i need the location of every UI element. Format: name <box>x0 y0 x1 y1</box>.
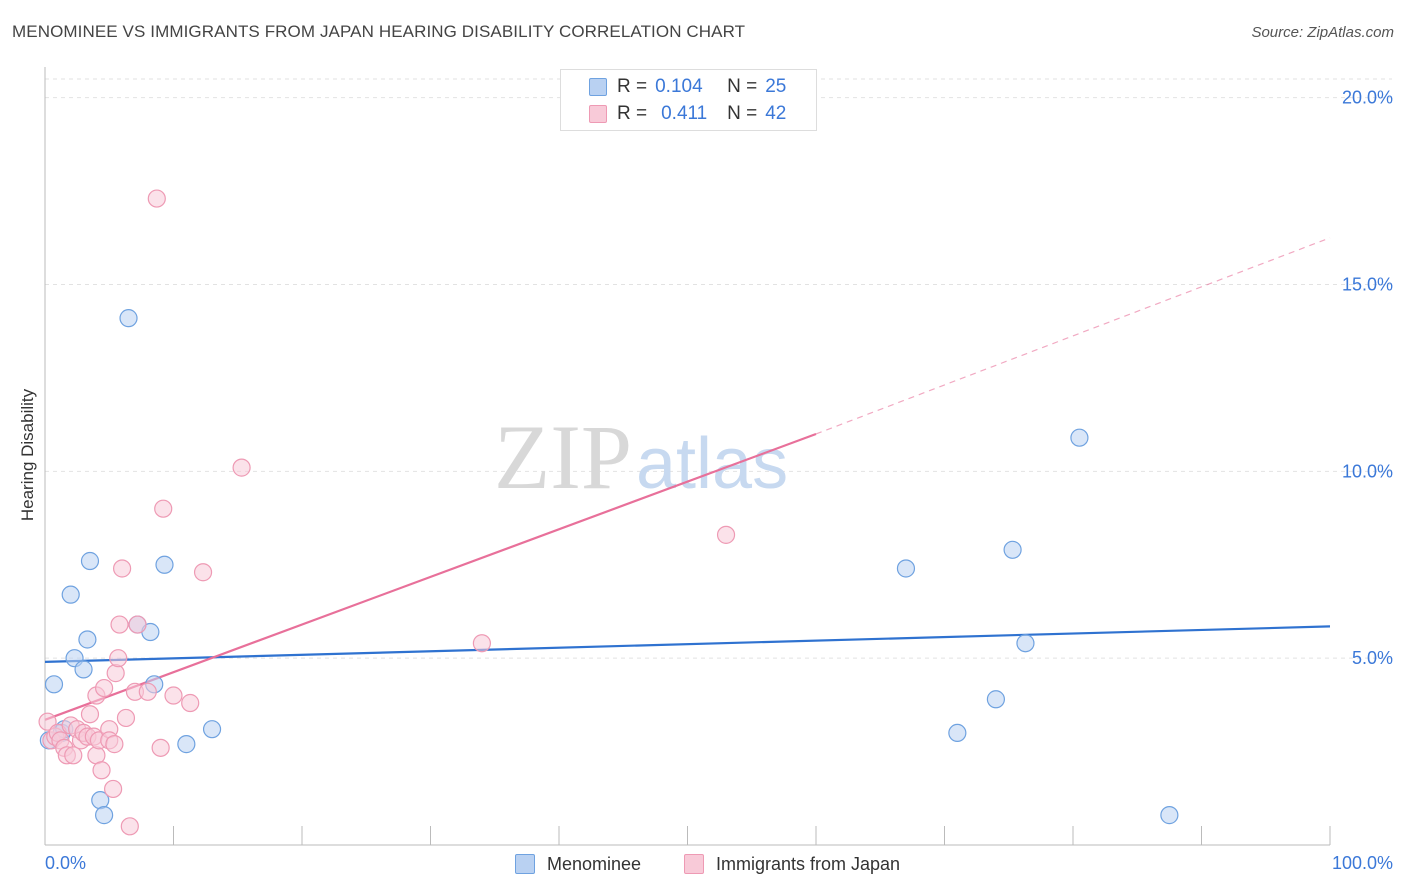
menominee-point <box>95 806 114 825</box>
japan-trend-extension <box>815 237 1331 435</box>
n-value: 25 <box>765 76 787 97</box>
trend-lines <box>44 237 1331 721</box>
menominee-point <box>948 723 967 743</box>
source-label: Source: ZipAtlas.com <box>1251 24 1394 41</box>
menominee-point <box>119 309 138 328</box>
stats-legend: R = 0.104 N = 25 R = 0.411 N = 42 <box>560 69 817 131</box>
menominee-point <box>61 585 80 604</box>
japan-point <box>110 615 129 634</box>
japan-point <box>95 678 114 698</box>
japan-point <box>193 563 213 582</box>
japan-point <box>472 634 491 653</box>
japan-point <box>106 664 125 683</box>
menominee-swatch <box>589 78 607 96</box>
grid <box>45 78 1392 659</box>
japan-point <box>716 525 736 544</box>
menominee-legend-swatch <box>515 854 535 874</box>
menominee-point <box>1070 428 1089 447</box>
n-label: N = <box>727 103 758 124</box>
japan-trend-line <box>44 432 817 721</box>
r-label: R = <box>617 103 648 124</box>
japan-point <box>154 499 173 518</box>
menominee-point <box>44 675 64 694</box>
menominee-point <box>202 720 222 739</box>
japan-point <box>64 746 83 765</box>
japan-point <box>120 817 139 836</box>
tick-labels: 5.0% 10.0% 15.0% 20.0% 0.0% 100.0% <box>45 88 1393 873</box>
menominee-point <box>1003 540 1022 559</box>
chart-title: MENOMINEE VS IMMIGRANTS FROM JAPAN HEARI… <box>12 22 746 41</box>
x-tick-label-min: 0.0% <box>45 853 86 873</box>
menominee-point <box>74 660 93 679</box>
japan-point <box>80 705 100 724</box>
japan-point <box>151 738 170 757</box>
japan-point <box>104 779 123 799</box>
japan-point <box>109 649 128 668</box>
japan-point <box>138 682 157 701</box>
y-tick-label: 10.0% <box>1342 461 1393 481</box>
japan-point <box>232 458 251 477</box>
menominee-point <box>155 555 174 574</box>
japan-point <box>116 708 136 728</box>
n-label: N = <box>727 76 758 97</box>
n-value: 42 <box>765 103 787 124</box>
legend-row-japan: R = 0.411 N = 42 <box>589 102 786 126</box>
r-value: 0.104 <box>655 76 703 97</box>
x-tick-label-max: 100.0% <box>1332 853 1393 873</box>
bottom-legend-japan: Immigrants from Japan <box>684 852 900 876</box>
menominee-point <box>177 735 196 754</box>
japan-point <box>38 712 57 731</box>
r-value: 0.411 <box>661 103 708 124</box>
y-tick-label: 15.0% <box>1342 275 1393 295</box>
japan-point <box>128 615 147 634</box>
legend-row-menominee: R = 0.104 N = 25 <box>589 75 786 99</box>
menominee-point <box>896 559 916 578</box>
japan-point <box>147 189 166 208</box>
menominee-point <box>1160 806 1179 825</box>
japan-point <box>105 735 124 754</box>
menominee-point <box>986 690 1006 709</box>
watermark: ZIP atlas <box>494 406 788 508</box>
japan-point <box>112 559 132 578</box>
bottom-legend-menominee: Menominee <box>515 852 641 876</box>
japan-point <box>164 686 183 705</box>
data-points <box>38 189 1179 836</box>
japan-point <box>92 761 111 780</box>
menominee-trend-line <box>44 625 1331 664</box>
japan-legend-label: Immigrants from Japan <box>716 853 901 874</box>
y-tick-label: 20.0% <box>1342 88 1393 108</box>
menominee-point <box>80 551 100 571</box>
menominee-point <box>78 630 97 649</box>
japan-point <box>181 693 200 713</box>
watermark-zip: ZIP <box>494 406 632 508</box>
japan-swatch <box>589 105 607 123</box>
menominee-legend-label: Menominee <box>547 853 642 874</box>
menominee-point <box>1016 634 1035 653</box>
r-label: R = <box>617 76 648 97</box>
y-tick-label: 5.0% <box>1352 648 1393 668</box>
y-axis-label: Hearing Disability <box>18 388 37 522</box>
japan-legend-swatch <box>684 854 704 874</box>
